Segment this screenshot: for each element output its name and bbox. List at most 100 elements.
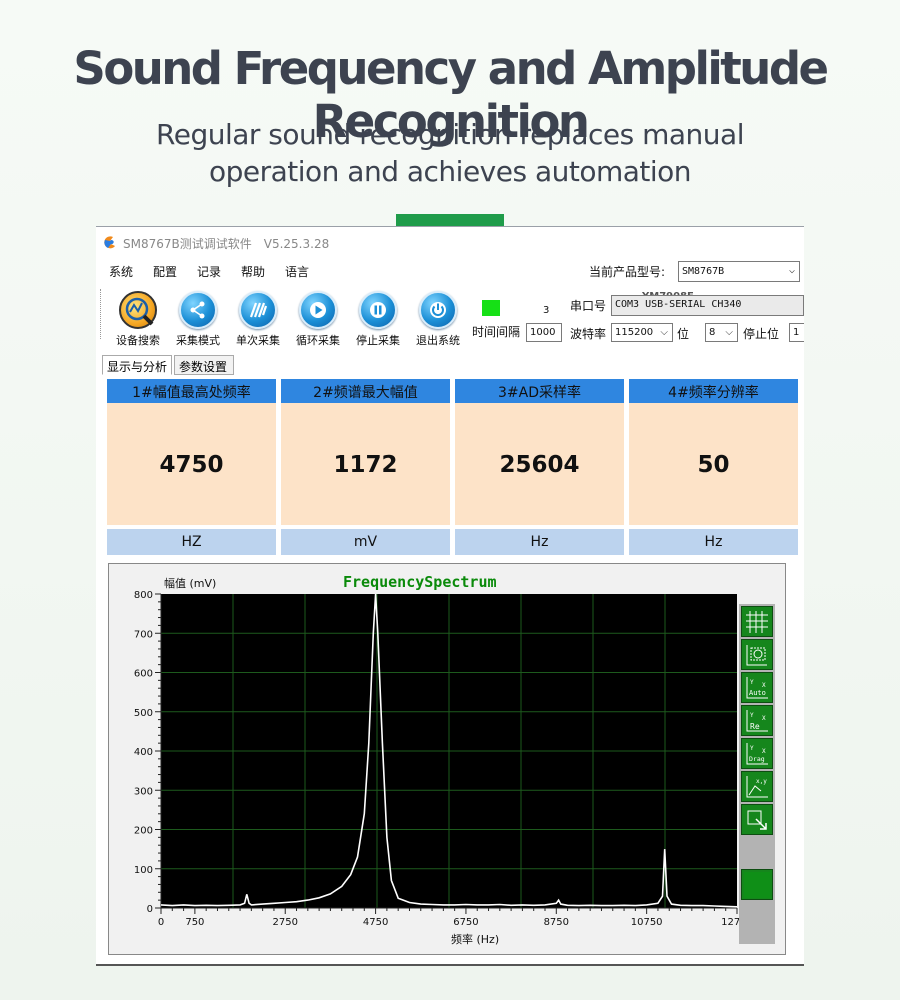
menu-system[interactable]: 系统 xyxy=(109,265,134,279)
metric-card-value: 50 xyxy=(629,403,798,525)
y-tick-label: 500 xyxy=(134,708,153,719)
menu-language[interactable]: 语言 xyxy=(285,265,310,279)
metric-card-title: 2#频谱最大幅值 xyxy=(281,379,450,403)
product-model-label: 当前产品型号: xyxy=(589,265,666,279)
loop-capture-button[interactable]: 循环采集 xyxy=(288,291,348,347)
x-tick-label: 2750 xyxy=(273,917,298,928)
cursor-xy-button[interactable]: x,y xyxy=(741,771,773,802)
x-axis-title: 频率 (Hz) xyxy=(451,933,500,946)
interval-input[interactable]: 1000 xyxy=(526,323,562,342)
share-icon xyxy=(179,291,217,329)
capture-mode-button[interactable]: 采集模式 xyxy=(168,291,228,347)
power-icon xyxy=(419,291,457,329)
auto-scale-text: Auto xyxy=(749,689,766,697)
app-name: SM8767B测试调试软件 xyxy=(123,237,252,251)
cursor-xy-text: x,y xyxy=(756,778,767,785)
menu-config[interactable]: 配置 xyxy=(153,265,178,279)
y-tick-label: 700 xyxy=(134,629,153,640)
tab-display-analysis[interactable]: 显示与分析 xyxy=(102,355,172,375)
stop-bits-label: 停止位 xyxy=(743,327,780,341)
metric-card-unit: mV xyxy=(281,529,450,555)
metric-card-max-amplitude: 2#频谱最大幅值 1172 mV xyxy=(281,379,450,555)
status-count: 3 xyxy=(543,305,550,316)
hero-subtitle: Regular sound recognition replaces manua… xyxy=(0,116,900,190)
chart-toolstrip: Y X Auto Y X Re Y X Drag x,y xyxy=(739,604,775,944)
metric-card-value: 4750 xyxy=(107,403,276,525)
app-title: SM8767B测试调试软件 V5.25.3.28 xyxy=(123,235,329,252)
bits-value: 8 xyxy=(709,327,716,338)
metric-card-value: 25604 xyxy=(455,403,624,525)
chevron-down-icon: ⌵ xyxy=(725,327,733,338)
zoom-region-button[interactable] xyxy=(741,639,773,670)
metric-card-sample-rate: 3#AD采样率 25604 Hz xyxy=(455,379,624,555)
device-search-button[interactable]: 设备搜索 xyxy=(108,291,168,347)
hero-title: Sound Frequency and Amplitude Recognitio… xyxy=(73,42,829,148)
stop-capture-label: 停止采集 xyxy=(356,334,400,347)
metric-card-title: 3#AD采样率 xyxy=(455,379,624,403)
metric-card-unit: Hz xyxy=(455,529,624,555)
y-tick-label: 400 xyxy=(134,747,153,758)
chevron-down-icon: ⌵ xyxy=(660,327,668,338)
x-tick-label: 12750 xyxy=(721,917,749,928)
x-tick-label: 10750 xyxy=(631,917,663,928)
baud-select[interactable]: 115200 ⌵ xyxy=(611,323,673,342)
metric-card-unit: HZ xyxy=(107,529,276,555)
x-tick-label: 0 xyxy=(158,917,164,928)
auto-scale-button[interactable]: Y X Auto xyxy=(741,672,773,703)
device-search-label: 设备搜索 xyxy=(116,334,160,347)
status-led xyxy=(482,300,500,316)
play-icon xyxy=(299,291,337,329)
hero-subtitle-line2: operation and achieves automation xyxy=(208,155,692,188)
reset-button[interactable]: Y X Re xyxy=(741,705,773,736)
spectrum-chart[interactable]: 0 100 200 300 400 500 600 700 800 0 750 2750 4750 675… xyxy=(109,564,749,956)
app-window: SM8767B测试调试软件 V5.25.3.28 系统 配置 记录 帮助 语言 当… xyxy=(96,226,804,966)
exit-system-button[interactable]: 退出系统 xyxy=(408,291,468,347)
port-select[interactable]: COM3 USB-SERIAL CH340 xyxy=(611,295,804,316)
port-label: 串口号 xyxy=(570,299,607,313)
svg-text:Y: Y xyxy=(750,745,754,752)
tab-parameter-settings[interactable]: 参数设置 xyxy=(174,355,234,375)
spectrum-line xyxy=(160,593,738,908)
svg-text:Y: Y xyxy=(750,679,754,686)
interval-label: 时间间隔 xyxy=(472,325,521,339)
single-capture-button[interactable]: 单次采集 xyxy=(228,291,288,347)
y-axis-title: 幅值 (mV) xyxy=(164,577,217,590)
single-capture-icon xyxy=(239,291,277,329)
device-search-icon xyxy=(119,291,157,329)
svg-text:X: X xyxy=(762,748,766,755)
metric-card-title: 4#频率分辨率 xyxy=(629,379,798,403)
stop-bits-select[interactable]: 1 xyxy=(789,323,804,342)
menu-help[interactable]: 帮助 xyxy=(241,265,266,279)
hero-subtitle-line1: Regular sound recognition replaces manua… xyxy=(156,118,744,151)
drag-button[interactable]: Y X Drag xyxy=(741,738,773,769)
toolbar-grip xyxy=(100,289,102,339)
stop-capture-button[interactable]: 停止采集 xyxy=(348,291,408,347)
export-button[interactable] xyxy=(741,804,773,835)
metric-card-unit: Hz xyxy=(629,529,798,555)
menu-record[interactable]: 记录 xyxy=(197,265,222,279)
grid-toggle-button[interactable] xyxy=(741,606,773,637)
capture-mode-label: 采集模式 xyxy=(176,334,220,347)
product-model-select[interactable]: SM8767B ⌵ xyxy=(678,261,800,282)
grid-toggle-icon xyxy=(746,611,768,633)
metric-card-title: 1#幅值最高处频率 xyxy=(107,379,276,403)
metric-card-resolution: 4#频率分辨率 50 Hz xyxy=(629,379,798,555)
color-button[interactable] xyxy=(741,869,773,900)
metric-card-value: 1172 xyxy=(281,403,450,525)
baud-label: 波特率 xyxy=(570,327,607,341)
svg-text:Y: Y xyxy=(750,712,754,719)
x-tick-label: 4750 xyxy=(363,917,388,928)
reset-text: Re xyxy=(750,722,760,731)
y-tick-label: 800 xyxy=(134,590,153,601)
loop-capture-label: 循环采集 xyxy=(296,334,340,347)
x-tick-label: 750 xyxy=(185,917,204,928)
bits-select[interactable]: 8 ⌵ xyxy=(705,323,738,342)
x-tick-label: 8750 xyxy=(544,917,569,928)
titlebar: SM8767B测试调试软件 V5.25.3.28 xyxy=(96,227,804,257)
accent-bar xyxy=(396,214,504,226)
cursor-xy-icon: x,y xyxy=(746,776,768,798)
chevron-down-icon: ⌵ xyxy=(788,265,795,276)
color-icon xyxy=(744,872,770,898)
